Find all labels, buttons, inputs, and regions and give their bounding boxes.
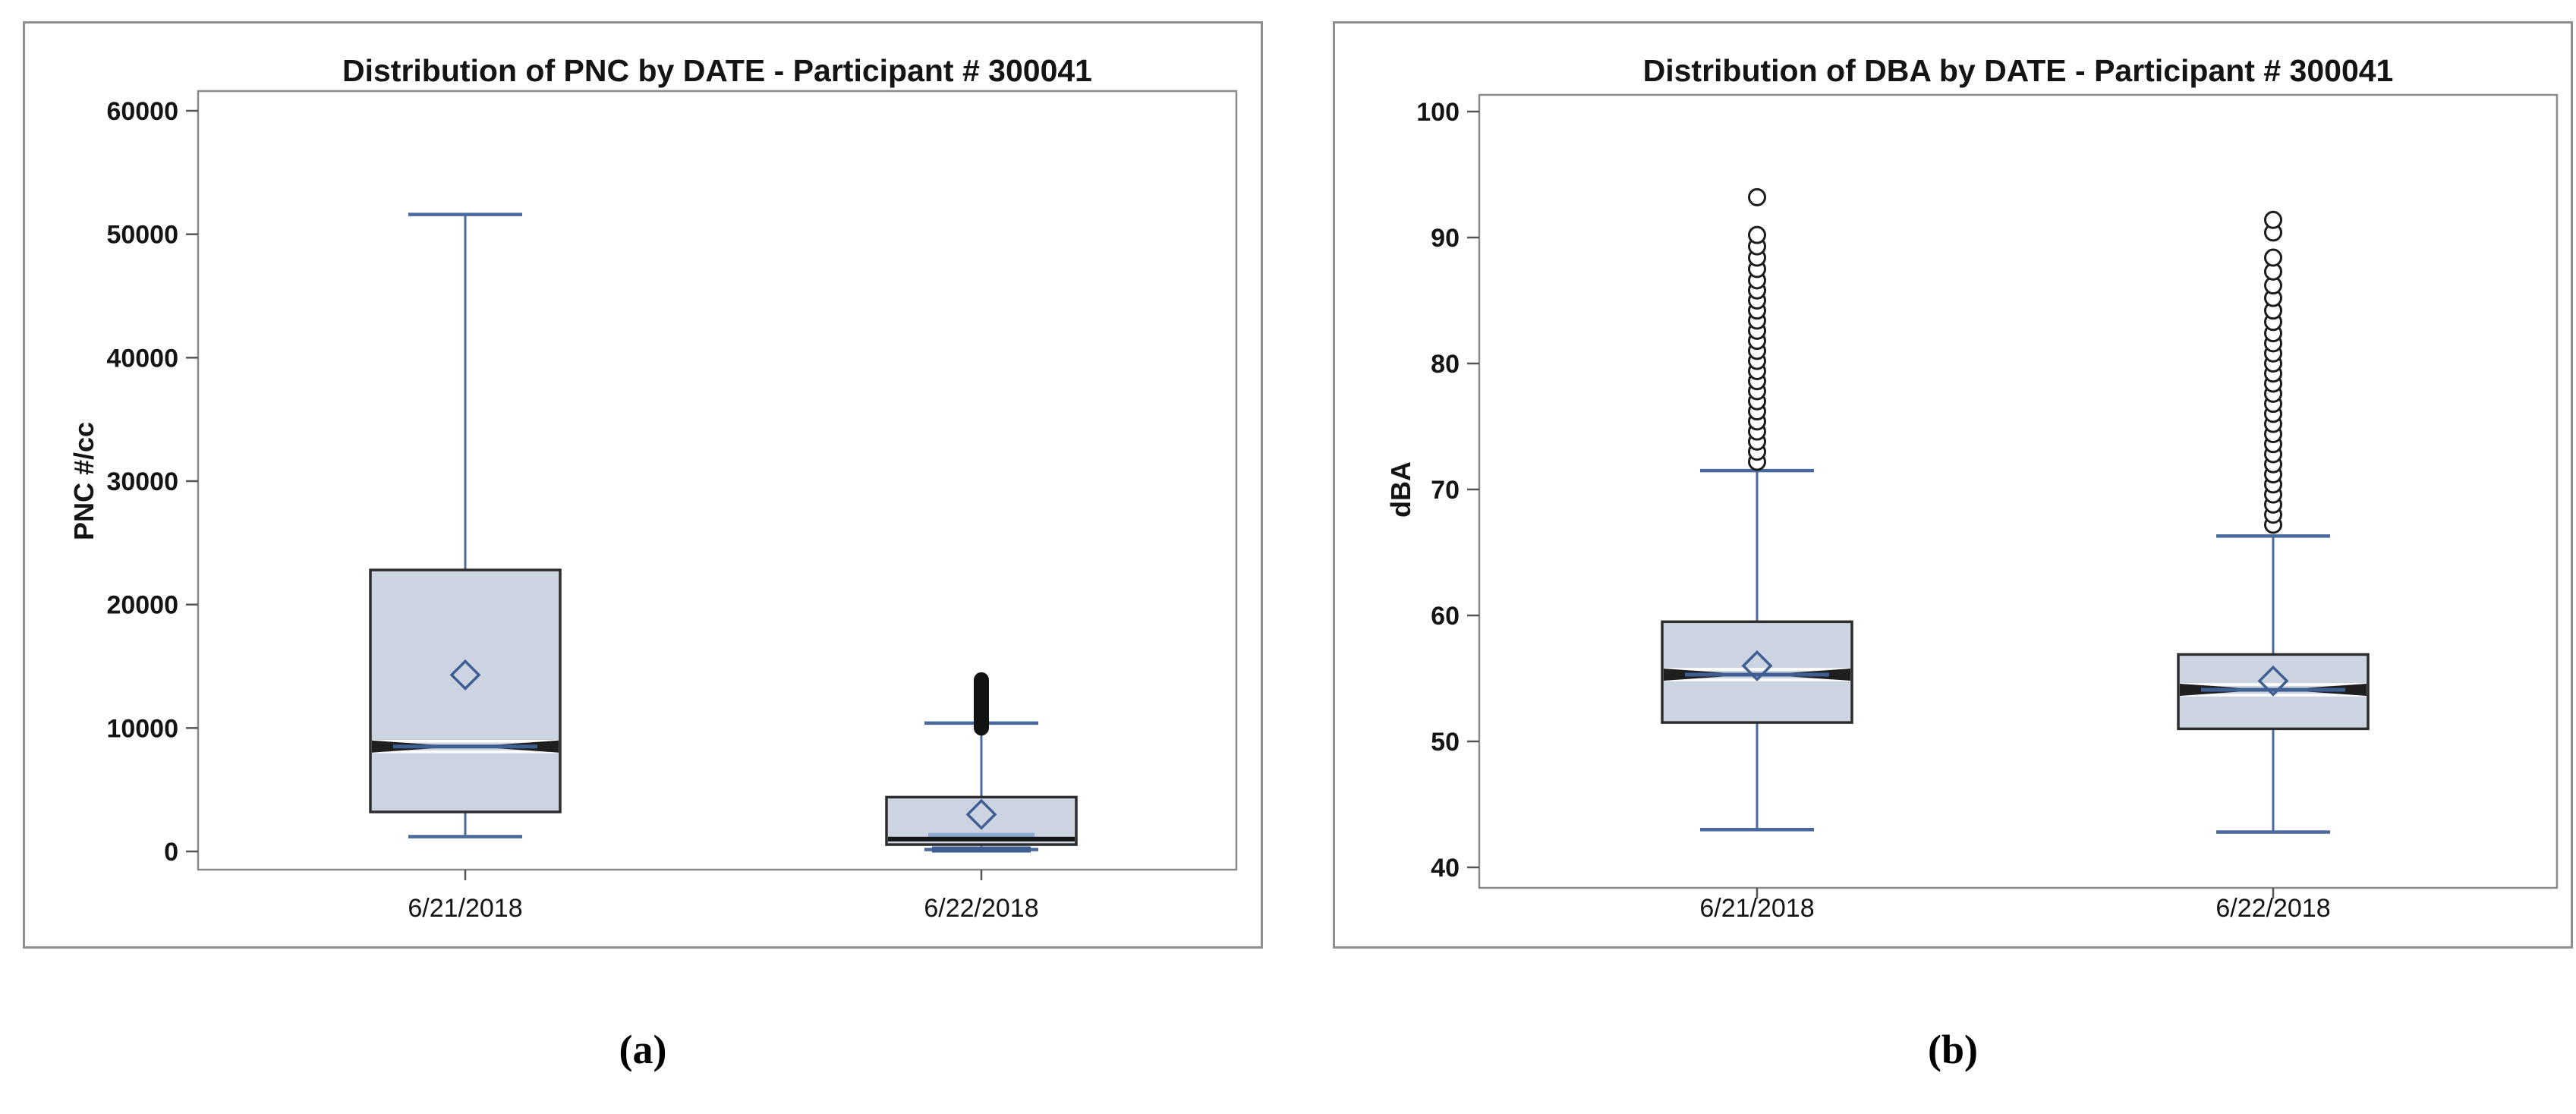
y-tick-label: 10000 bbox=[106, 714, 178, 743]
y-tick-label: 0 bbox=[164, 838, 178, 867]
outlier-capsule bbox=[974, 672, 989, 736]
outlier-circle bbox=[1748, 187, 1766, 206]
chart-title: Distribution of PNC by DATE - Participan… bbox=[342, 53, 1092, 88]
y-tick-label: 50 bbox=[1431, 728, 1460, 757]
subfigure-label-b: (b) bbox=[1928, 1027, 1978, 1072]
plot-frame bbox=[197, 90, 1238, 871]
y-axis-label: PNC #/cc bbox=[68, 422, 99, 540]
y-tick-label: 20000 bbox=[106, 591, 178, 620]
y-tick-label: 100 bbox=[1416, 98, 1460, 127]
y-tick-label: 70 bbox=[1431, 476, 1460, 505]
y-tick-label: 60000 bbox=[106, 97, 178, 126]
x-tick-label: 6/21/2018 bbox=[1699, 894, 1814, 923]
mean-diamond bbox=[2257, 665, 2289, 697]
x-tick-label: 6/22/2018 bbox=[924, 894, 1038, 923]
y-tick-label: 60 bbox=[1431, 602, 1460, 631]
outlier-circle bbox=[2264, 248, 2282, 267]
pnc-boxplot-svg: Distribution of PNC by DATE - Participan… bbox=[68, 53, 1238, 923]
y-tick-label: 80 bbox=[1431, 350, 1460, 379]
dba-boxplot-svg: Distribution of DBA by DATE - Participan… bbox=[1385, 53, 2559, 923]
y-tick-label: 50000 bbox=[106, 221, 178, 250]
x-tick-label: 6/21/2018 bbox=[408, 894, 522, 923]
subfigure-label-a: (a) bbox=[619, 1027, 667, 1072]
plot-frame bbox=[1478, 93, 2559, 889]
notch-fold-band bbox=[928, 832, 1034, 839]
y-axis-label: dBA bbox=[1385, 461, 1416, 518]
outlier-circle bbox=[2264, 210, 2282, 229]
y-tick-label: 40000 bbox=[106, 344, 178, 373]
chart-panel-dba: Distribution of DBA by DATE - Participan… bbox=[1333, 21, 2573, 949]
iqr-box bbox=[369, 568, 562, 813]
x-tick-label: 6/22/2018 bbox=[2215, 894, 2330, 923]
y-tick-label: 30000 bbox=[106, 467, 178, 496]
mean-diamond bbox=[1741, 650, 1773, 681]
y-tick-label: 90 bbox=[1431, 224, 1460, 253]
mean-diamond bbox=[965, 798, 997, 830]
outlier-circle bbox=[1748, 225, 1766, 244]
chart-title: Distribution of DBA by DATE - Participan… bbox=[1643, 53, 2394, 88]
chart-panel-pnc: Distribution of PNC by DATE - Participan… bbox=[23, 21, 1263, 949]
mean-diamond bbox=[449, 659, 481, 691]
y-tick-label: 40 bbox=[1431, 854, 1460, 883]
